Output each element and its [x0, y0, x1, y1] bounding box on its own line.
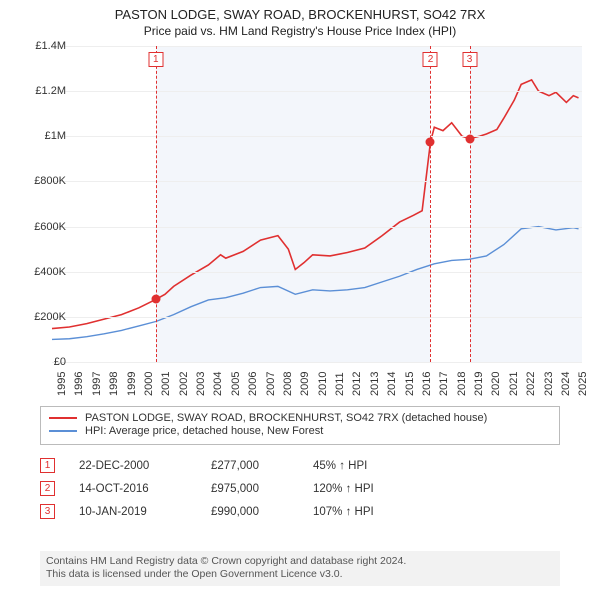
event-badge: 1 [40, 458, 55, 473]
event-badge: 2 [40, 481, 55, 496]
x-tick-label: 2007 [265, 372, 277, 396]
gridline [52, 272, 582, 273]
x-tick-label: 2024 [560, 372, 572, 396]
legend-row: PASTON LODGE, SWAY ROAD, BROCKENHURST, S… [49, 412, 551, 424]
event-row: 2 14-OCT-2016 £975,000 120% ↑ HPI [40, 481, 560, 496]
x-tick-label: 1999 [126, 372, 138, 396]
y-tick-label: £800K [34, 175, 66, 187]
series-line [52, 227, 579, 340]
event-pct: 107% ↑ HPI [313, 506, 374, 518]
event-pct: 120% ↑ HPI [313, 483, 374, 495]
y-tick-label: £1.4M [35, 40, 66, 52]
x-tick-label: 1998 [108, 372, 120, 396]
event-row: 1 22-DEC-2000 £277,000 45% ↑ HPI [40, 458, 560, 473]
footer-line-1: Contains HM Land Registry data © Crown c… [46, 555, 554, 569]
marker-dot [426, 137, 435, 146]
x-tick-label: 2015 [404, 372, 416, 396]
gridline [52, 136, 582, 137]
x-tick-label: 2022 [525, 372, 537, 396]
x-tick-label: 2010 [317, 372, 329, 396]
marker-dot [465, 134, 474, 143]
x-tick-label: 2000 [143, 372, 155, 396]
legend-swatch [49, 430, 77, 432]
event-price: £277,000 [211, 460, 289, 472]
marker-guideline [470, 46, 471, 362]
x-tick-label: 1996 [73, 372, 85, 396]
x-tick-label: 2008 [282, 372, 294, 396]
x-tick-label: 2023 [543, 372, 555, 396]
marker-flag: 1 [148, 52, 163, 67]
gridline [52, 181, 582, 182]
gridline [52, 91, 582, 92]
chart-subtitle: Price paid vs. HM Land Registry's House … [0, 24, 600, 40]
x-tick-label: 2006 [247, 372, 259, 396]
gridline [52, 317, 582, 318]
marker-guideline [430, 46, 431, 362]
legend-label: PASTON LODGE, SWAY ROAD, BROCKENHURST, S… [85, 412, 487, 424]
x-tick-label: 2012 [351, 372, 363, 396]
gridline [52, 362, 582, 363]
event-row: 3 10-JAN-2019 £990,000 107% ↑ HPI [40, 504, 560, 519]
x-tick-label: 2017 [438, 372, 450, 396]
x-tick-label: 2025 [577, 372, 589, 396]
x-tick-label: 2019 [473, 372, 485, 396]
footer-attribution: Contains HM Land Registry data © Crown c… [40, 551, 560, 586]
y-tick-label: £600K [34, 221, 66, 233]
x-tick-label: 2020 [490, 372, 502, 396]
x-tick-label: 2011 [334, 372, 346, 396]
y-tick-label: £0 [54, 356, 66, 368]
x-tick-label: 2009 [299, 372, 311, 396]
x-tick-label: 2018 [456, 372, 468, 396]
x-tick-label: 2021 [508, 372, 520, 396]
series-line [52, 80, 579, 329]
x-tick-label: 2004 [212, 372, 224, 396]
x-tick-label: 1997 [91, 372, 103, 396]
marker-flag: 3 [462, 52, 477, 67]
x-tick-label: 2001 [160, 372, 172, 396]
event-date: 14-OCT-2016 [79, 483, 187, 495]
y-tick-label: £1M [45, 130, 66, 142]
x-tick-label: 2016 [421, 372, 433, 396]
x-tick-label: 1995 [56, 372, 68, 396]
series-svg [52, 46, 582, 362]
gridline [52, 227, 582, 228]
x-tick-label: 2005 [230, 372, 242, 396]
footer-line-2: This data is licensed under the Open Gov… [46, 568, 554, 582]
gridline [52, 46, 582, 47]
x-tick-label: 2002 [178, 372, 190, 396]
price-chart: { "title": { "line1": "PASTON LODGE, SWA… [0, 0, 600, 590]
x-tick-label: 2003 [195, 372, 207, 396]
y-tick-label: £400K [34, 266, 66, 278]
plot-area: 1 2 3 [52, 46, 582, 362]
event-badge: 3 [40, 504, 55, 519]
event-date: 22-DEC-2000 [79, 460, 187, 472]
marker-dot [151, 295, 160, 304]
event-price: £990,000 [211, 506, 289, 518]
y-tick-label: £1.2M [35, 85, 66, 97]
marker-flag: 2 [423, 52, 438, 67]
chart-title: PASTON LODGE, SWAY ROAD, BROCKENHURST, S… [0, 0, 600, 24]
legend-row: HPI: Average price, detached house, New … [49, 425, 551, 437]
event-price: £975,000 [211, 483, 289, 495]
x-tick-label: 2014 [386, 372, 398, 396]
legend: PASTON LODGE, SWAY ROAD, BROCKENHURST, S… [40, 406, 560, 445]
legend-swatch [49, 417, 77, 419]
event-date: 10-JAN-2019 [79, 506, 187, 518]
marker-guideline [156, 46, 157, 362]
y-tick-label: £200K [34, 311, 66, 323]
event-pct: 45% ↑ HPI [313, 460, 367, 472]
legend-label: HPI: Average price, detached house, New … [85, 425, 323, 437]
x-tick-label: 2013 [369, 372, 381, 396]
event-table: 1 22-DEC-2000 £277,000 45% ↑ HPI 2 14-OCT-201… [40, 454, 560, 527]
